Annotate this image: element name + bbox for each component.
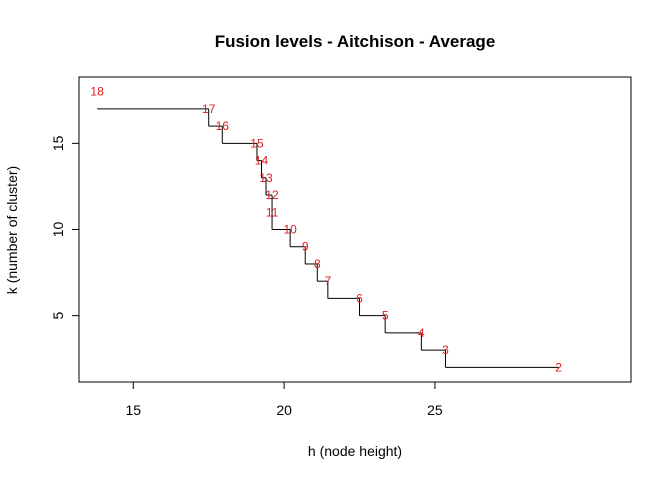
fusion-point-label: 10 — [283, 223, 297, 237]
fusion-point-label: 14 — [255, 154, 269, 168]
fusion-point-label: 3 — [442, 343, 449, 357]
fusion-step-series — [97, 108, 559, 368]
chart-title: Fusion levels - Aitchison - Average — [215, 32, 496, 51]
fusion-point-label: 12 — [265, 188, 279, 202]
fusion-point-label: 17 — [202, 102, 216, 116]
fusion-point-label: 15 — [250, 136, 264, 150]
x-tick-label: 15 — [126, 402, 142, 418]
y-axis-label: k (number of cluster) — [4, 166, 20, 294]
fusion-point-label: 9 — [302, 240, 309, 254]
x-axis-label: h (node height) — [308, 443, 402, 459]
plot-frame — [78, 76, 632, 383]
fusion-point-label: 8 — [314, 257, 321, 271]
fusion-point-label: 18 — [90, 85, 104, 99]
fusion-point-label: 2 — [555, 360, 562, 374]
x-axis: 15 20 25 — [126, 381, 443, 418]
fusion-point-label: 6 — [356, 291, 363, 305]
fusion-point-label: 11 — [266, 205, 279, 219]
y-tick-label: 15 — [50, 135, 66, 151]
y-tick-label: 10 — [50, 222, 66, 238]
fusion-point-label: 16 — [216, 119, 230, 133]
x-tick-label: 25 — [427, 402, 443, 418]
y-axis: 5 10 15 — [50, 135, 80, 320]
x-tick-label: 20 — [276, 402, 292, 418]
fusion-point-label: 7 — [325, 274, 332, 288]
y-tick-label: 5 — [50, 312, 66, 320]
fusion-point-label: 5 — [382, 309, 389, 323]
fusion-point-label: 4 — [418, 326, 425, 340]
fusion-point-label: 13 — [259, 171, 273, 185]
